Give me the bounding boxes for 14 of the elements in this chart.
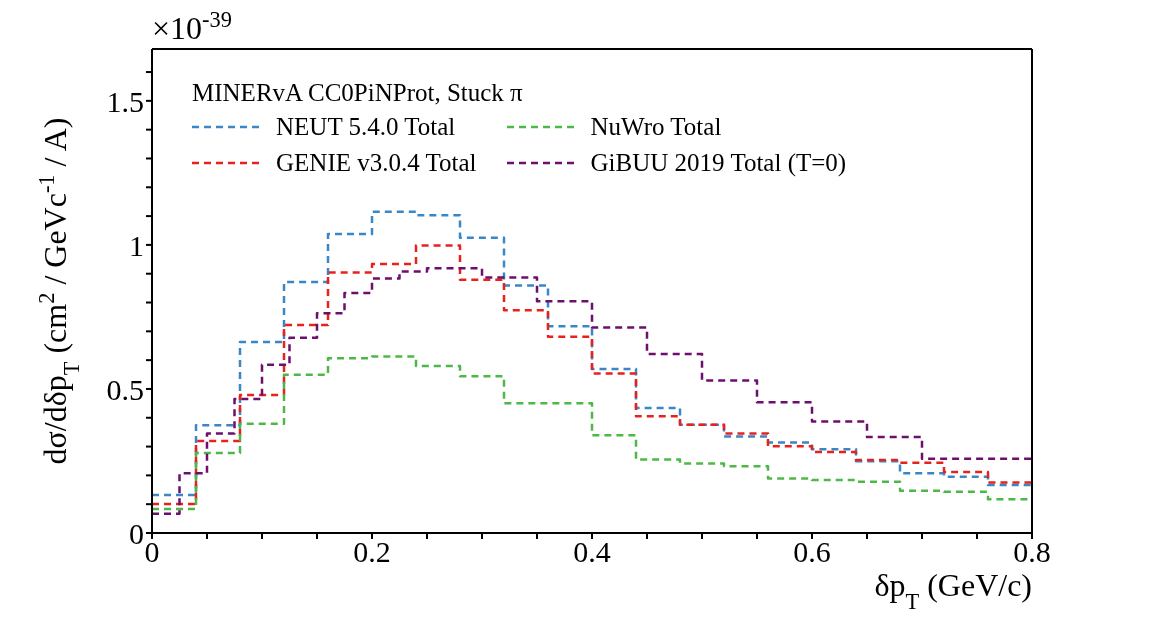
legend-label: NEUT 5.4.0 Total [276,113,456,141]
x-axis-title: δp$_{T}$ (GeV/c) [874,567,1032,614]
x-tick-label: 0.4 [573,535,611,569]
x-tick-label: 0.6 [793,535,831,569]
x-tick-label: 0.8 [1013,535,1051,569]
legend-label: GENIE v3.0.4 Total [276,149,477,177]
legend-title: MINERvA CC0PiNProt, Stuck π [192,79,524,107]
legend-label: NuWro Total [590,113,722,141]
y-tick-label: 0.5 [106,372,144,406]
y-tick-label: 1.5 [106,84,144,118]
legend-label: GiBUU 2019 Total (T=0) [590,149,847,177]
y-tick-label: 1 [129,228,144,262]
x-tick-label: 0.2 [353,535,391,569]
text: ×10$^{-39}$ [152,6,232,46]
